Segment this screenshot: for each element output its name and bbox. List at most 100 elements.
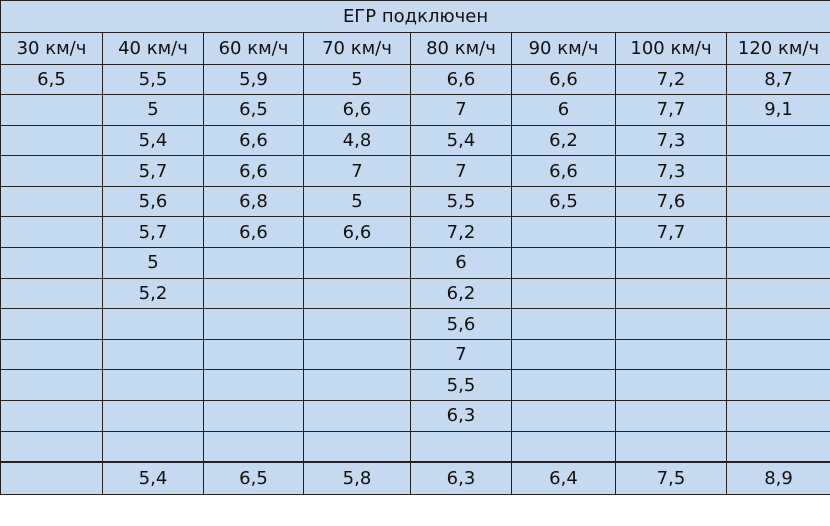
table-cell: 7 xyxy=(303,155,411,187)
table-cell: 5 xyxy=(102,247,204,279)
totals-cell: 6,5 xyxy=(203,461,304,496)
table-cell xyxy=(725,338,830,371)
table-cell: 5 xyxy=(303,63,411,96)
table-row: 6,5 5,5 5,9 5 6,6 6,6 7,2 8,7 xyxy=(0,63,830,96)
table-cell xyxy=(725,400,830,432)
table-cell: 5,5 xyxy=(410,185,512,218)
table-cell xyxy=(615,430,727,463)
table-cell: 5,5 xyxy=(102,63,204,96)
table-cell xyxy=(615,247,727,279)
table-row xyxy=(0,430,830,463)
table-cell: 5 xyxy=(303,185,411,218)
table-cell: 5,5 xyxy=(410,369,512,402)
table-cell xyxy=(102,430,204,463)
table-cell: 7 xyxy=(410,338,512,371)
table-cell xyxy=(615,369,727,402)
table-cell: 6,6 xyxy=(303,216,411,249)
table-cell xyxy=(102,400,204,432)
table-cell xyxy=(303,400,411,432)
table-cell: 6,5 xyxy=(0,63,103,96)
table-cell xyxy=(511,216,616,249)
table-cell xyxy=(725,247,830,279)
totals-row: 5,4 6,5 5,8 6,3 6,4 7,5 8,9 xyxy=(0,461,830,496)
table-cell xyxy=(303,369,411,402)
table-cell: 6,6 xyxy=(511,63,616,96)
table-cell xyxy=(0,338,103,371)
table-row: 5,2 6,2 xyxy=(0,277,830,310)
table-cell: 6,5 xyxy=(511,185,616,218)
table-cell xyxy=(0,308,103,340)
table-cell xyxy=(0,216,103,249)
table-cell: 7,6 xyxy=(615,185,727,218)
table-cell xyxy=(511,369,616,402)
table-cell: 5,7 xyxy=(102,216,204,249)
table-row: 5,4 6,6 4,8 5,4 6,2 7,3 xyxy=(0,124,830,157)
totals-cell: 5,8 xyxy=(303,461,411,496)
table-cell: 7,7 xyxy=(615,94,727,126)
totals-cell: 5,4 xyxy=(102,461,204,496)
table-cell: 5,4 xyxy=(410,124,512,157)
table-cell xyxy=(303,308,411,340)
table-cell: 5,7 xyxy=(102,155,204,187)
table-cell: 5,6 xyxy=(410,308,512,340)
table-cell xyxy=(0,185,103,218)
column-header-40: 40 км/ч xyxy=(102,31,204,65)
table-cell xyxy=(725,185,830,218)
totals-cell: 6,4 xyxy=(511,461,616,496)
table-cell xyxy=(410,430,512,463)
table-cell xyxy=(303,247,411,279)
table-cell xyxy=(0,400,103,432)
column-header-90: 90 км/ч xyxy=(511,31,616,65)
table-row: 5,5 xyxy=(0,369,830,402)
table-cell: 6,6 xyxy=(511,155,616,187)
table-cell xyxy=(725,216,830,249)
table-cell: 6,6 xyxy=(203,124,304,157)
totals-cell: 7,5 xyxy=(615,461,727,496)
table-row: 5,6 6,8 5 5,5 6,5 7,6 xyxy=(0,185,830,218)
table-cell: 5 xyxy=(102,94,204,126)
table-cell xyxy=(203,277,304,310)
table-cell: 7,2 xyxy=(615,63,727,96)
column-header-30: 30 км/ч xyxy=(0,31,103,65)
table-cell: 6 xyxy=(511,94,616,126)
table-cell xyxy=(725,155,830,187)
table-cell: 6 xyxy=(410,247,512,279)
table-row: 5,7 6,6 7 7 6,6 7,3 xyxy=(0,155,830,187)
table-row: 7 xyxy=(0,338,830,371)
table-cell xyxy=(203,247,304,279)
table-cell: 6,2 xyxy=(410,277,512,310)
table-cell xyxy=(203,430,304,463)
table-row: 6,3 xyxy=(0,400,830,432)
consumption-table: ЕГР подключен 30 км/ч 40 км/ч 60 км/ч 70… xyxy=(0,0,830,496)
table-cell: 6,5 xyxy=(203,94,304,126)
table-cell: 6,6 xyxy=(303,94,411,126)
table-cell: 6,3 xyxy=(410,400,512,432)
table-cell: 6,6 xyxy=(203,155,304,187)
header-row: 30 км/ч 40 км/ч 60 км/ч 70 км/ч 80 км/ч … xyxy=(0,31,830,65)
table-cell xyxy=(0,369,103,402)
table-cell xyxy=(203,308,304,340)
table-cell: 5,4 xyxy=(102,124,204,157)
column-header-120: 120 км/ч xyxy=(725,31,830,65)
table-cell xyxy=(0,247,103,279)
table-cell xyxy=(303,430,411,463)
table-cell: 5,2 xyxy=(102,277,204,310)
table-cell: 7,3 xyxy=(615,155,727,187)
table-cell xyxy=(102,308,204,340)
table-row: 5,6 xyxy=(0,308,830,340)
table-cell xyxy=(0,277,103,310)
table-cell: 6,8 xyxy=(203,185,304,218)
table-body: 6,5 5,5 5,9 5 6,6 6,6 7,2 8,7 5 6,5 6,6 7 6 7,7 9,1 5,4… xyxy=(0,63,830,496)
table-cell: 7,2 xyxy=(410,216,512,249)
totals-cell xyxy=(0,461,103,496)
table-cell: 7,3 xyxy=(615,124,727,157)
table-row: 5,7 6,6 6,6 7,2 7,7 xyxy=(0,216,830,249)
totals-cell: 6,3 xyxy=(410,461,512,496)
table-cell xyxy=(511,308,616,340)
table-title: ЕГР подключен xyxy=(0,0,830,33)
totals-cell: 8,9 xyxy=(725,461,830,496)
table-cell xyxy=(203,338,304,371)
table-cell: 8,7 xyxy=(725,63,830,96)
table-cell xyxy=(0,430,103,463)
table-cell xyxy=(303,338,411,371)
